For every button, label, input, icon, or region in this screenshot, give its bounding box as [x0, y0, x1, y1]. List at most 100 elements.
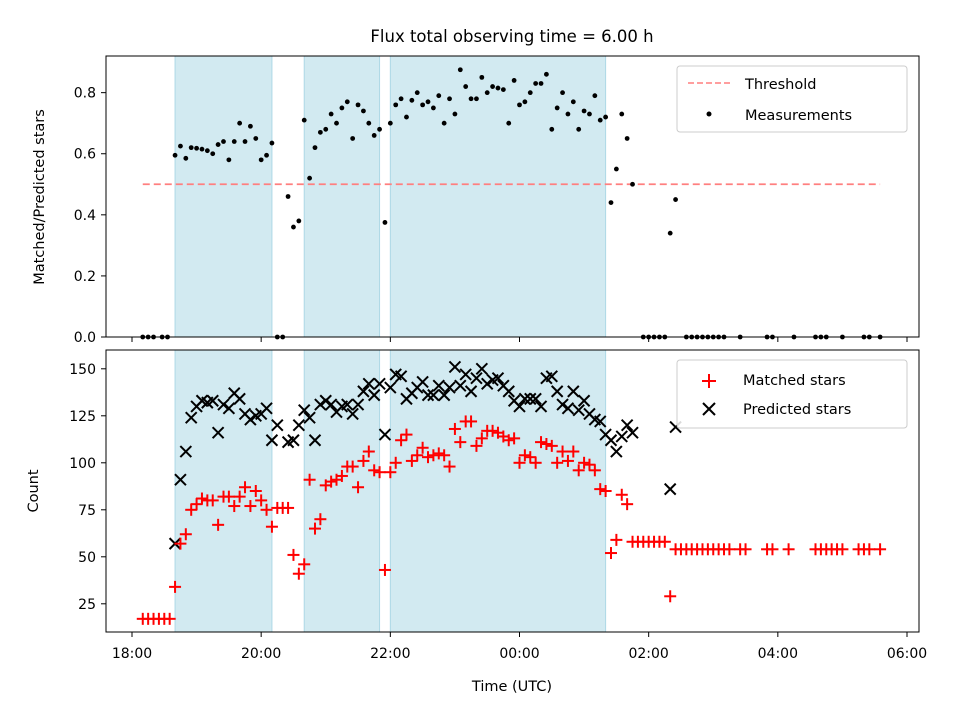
predicted-star-point — [427, 388, 440, 402]
matched-star-point — [518, 449, 531, 462]
measurement-point — [441, 120, 447, 126]
predicted-star-point — [384, 381, 397, 394]
measurement-point — [597, 117, 603, 123]
matched-star-point — [303, 473, 316, 486]
predicted-star-point — [346, 407, 359, 421]
predicted-star-point — [572, 403, 585, 417]
predicted-star-point — [394, 370, 408, 383]
measurement-point — [188, 145, 194, 151]
matched-star-point — [325, 475, 338, 488]
measurement-point — [436, 93, 442, 99]
measurement-point — [414, 90, 420, 96]
legend-predicted-swatch — [702, 402, 716, 416]
measurement-point — [506, 120, 512, 126]
predicted-star-point — [534, 400, 548, 413]
y-tick-label: 0.4 — [74, 208, 96, 224]
measurement-point — [603, 114, 609, 120]
y-tick-label: 75 — [78, 503, 96, 519]
matched-star-point — [298, 558, 311, 571]
matched-star-point — [373, 466, 386, 479]
shaded-interval — [303, 55, 381, 338]
matched-star-point — [395, 434, 408, 447]
top-y-axis: 0.0 0.2 0.4 0.6 0.8 — [74, 86, 106, 346]
measurement-point — [371, 133, 377, 138]
measurement-point — [323, 126, 329, 132]
legend-predicted-label: Predicted stars — [743, 402, 851, 418]
matched-star-point — [836, 543, 849, 556]
predicted-star-point — [341, 398, 354, 411]
bottom-panel: 25 50 75 100 125 150 18:00 20:00 22:00 00:00 02:0… — [26, 349, 927, 695]
measurement-point — [463, 84, 469, 89]
matched-star-point — [739, 543, 752, 556]
matched-star-point — [432, 447, 445, 460]
predicted-star-point — [222, 402, 236, 415]
top-panel: 0.00.20.40.60.8 Matched/Predicted stars … — [32, 55, 920, 346]
matched-star-point — [524, 451, 537, 464]
predicted-star-point — [594, 415, 607, 428]
predicted-star-point — [620, 418, 634, 432]
measurement-point — [479, 74, 485, 80]
measurement-points — [140, 67, 883, 340]
matched-star-point — [578, 456, 591, 469]
matched-star-point — [206, 494, 219, 507]
legend-matched-swatch — [702, 374, 716, 388]
matched-star-point — [368, 464, 381, 477]
matched-star-point — [604, 547, 617, 560]
measurement-point — [576, 126, 582, 132]
matched-star-point — [228, 500, 241, 513]
predicted-star-point — [545, 370, 558, 383]
measurement-point — [344, 99, 350, 105]
predicted-star-point — [179, 445, 193, 458]
matched-star-point — [583, 458, 596, 471]
x-tick-label: 06:00 — [887, 646, 927, 662]
measurement-point — [355, 102, 361, 108]
top-legend-box — [676, 65, 908, 133]
measurement-point — [673, 197, 678, 202]
predicted-star-point — [443, 381, 456, 394]
measurement-point — [253, 136, 259, 141]
predicted-star-point — [481, 377, 494, 391]
predicted-star-point — [308, 434, 322, 447]
matched-star-point — [422, 451, 435, 464]
matched-star-point — [561, 454, 574, 467]
matched-star-point — [448, 422, 461, 435]
x-tick-label: 22:00 — [370, 646, 410, 662]
matched-star-point — [438, 449, 451, 462]
matched-star-point — [588, 464, 601, 477]
matched-star-point — [551, 456, 564, 469]
y-tick-label: 150 — [69, 362, 96, 378]
legend-threshold-label: Threshold — [744, 77, 816, 93]
x-tick-label: 18:00 — [112, 646, 152, 662]
predicted-star-point — [244, 413, 257, 426]
matched-star-point — [427, 449, 440, 462]
matched-star-point — [190, 498, 203, 511]
predicted-star-point — [206, 394, 219, 407]
measurement-point — [269, 140, 275, 146]
predicted-star-point — [265, 434, 279, 447]
matched-star-point — [610, 533, 623, 546]
measurement-point — [495, 85, 501, 91]
predicted-star-point — [437, 388, 451, 402]
top-shaded-intervals — [174, 55, 607, 338]
measurement-point — [517, 102, 522, 108]
predicted-star-point — [604, 434, 618, 447]
measurement-point — [457, 67, 463, 73]
bottom-legend-box — [676, 359, 908, 429]
measurement-point — [587, 111, 592, 117]
matched-star-point — [287, 548, 300, 561]
measurement-point — [570, 99, 576, 105]
measurement-point — [581, 108, 587, 114]
matched-star-point — [239, 481, 252, 494]
y-tick-label: 0.0 — [74, 330, 96, 346]
predicted-star-point — [513, 400, 526, 413]
measurement-point — [474, 96, 479, 102]
measurement-point — [221, 139, 226, 144]
measurement-point — [339, 105, 345, 111]
matched-star-point — [454, 436, 467, 449]
matched-star-point — [874, 543, 887, 556]
matched-star-point — [308, 522, 321, 535]
matched-star-point — [545, 439, 558, 452]
x-tick-label: 20:00 — [241, 646, 281, 662]
top-x-ticks — [131, 337, 908, 342]
